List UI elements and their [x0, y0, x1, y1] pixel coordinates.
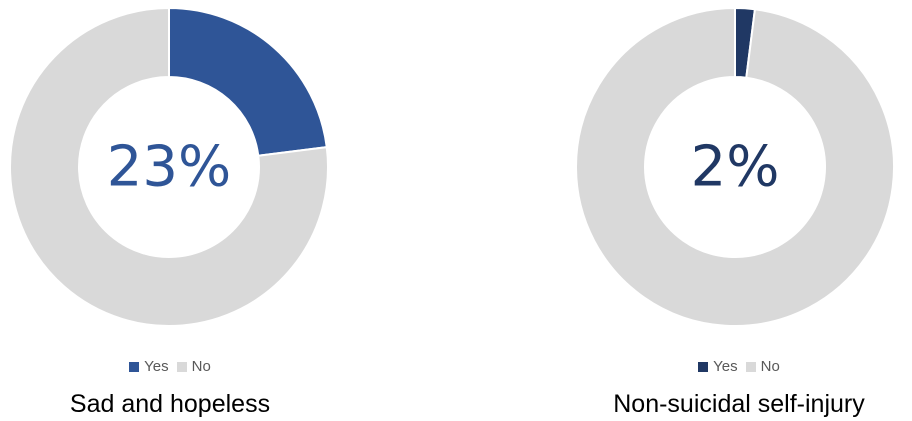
- legend-label-no: No: [191, 358, 211, 375]
- legend-label-no: No: [760, 358, 780, 375]
- chart-legend: Yes No: [566, 358, 912, 375]
- center-percentage-label: 2%: [691, 135, 780, 200]
- slice-no: [575, 6, 895, 327]
- legend-label-yes: Yes: [713, 358, 738, 375]
- legend-swatch-yes: [698, 361, 709, 372]
- legend-item-no: No: [176, 358, 211, 375]
- donut-chart: 2%: [575, 6, 895, 327]
- slice-yes: [168, 6, 328, 157]
- chart-title: Non-suicidal self-injury: [613, 390, 865, 418]
- chart-title: Sad and hopeless: [69, 390, 271, 418]
- legend-swatch-no: [745, 361, 756, 372]
- legend-swatch-yes: [129, 361, 140, 372]
- chart-legend: Yes No: [0, 358, 340, 375]
- legend-item-no: No: [745, 358, 780, 375]
- legend-item-yes: Yes: [129, 358, 169, 375]
- legend-label-yes: Yes: [144, 358, 169, 375]
- slice-no: [9, 6, 329, 327]
- center-percentage-label: 23%: [107, 135, 231, 200]
- legend-item-yes: Yes: [698, 358, 738, 375]
- chart-sad-and-hopeless: 23% Yes No Sad and hopeless: [0, 0, 340, 421]
- chart-non-suicidal-self-injury: 2% Yes No Non-suicidal self-injury: [566, 0, 912, 421]
- donut-chart: 23%: [9, 6, 329, 327]
- legend-swatch-no: [176, 361, 187, 372]
